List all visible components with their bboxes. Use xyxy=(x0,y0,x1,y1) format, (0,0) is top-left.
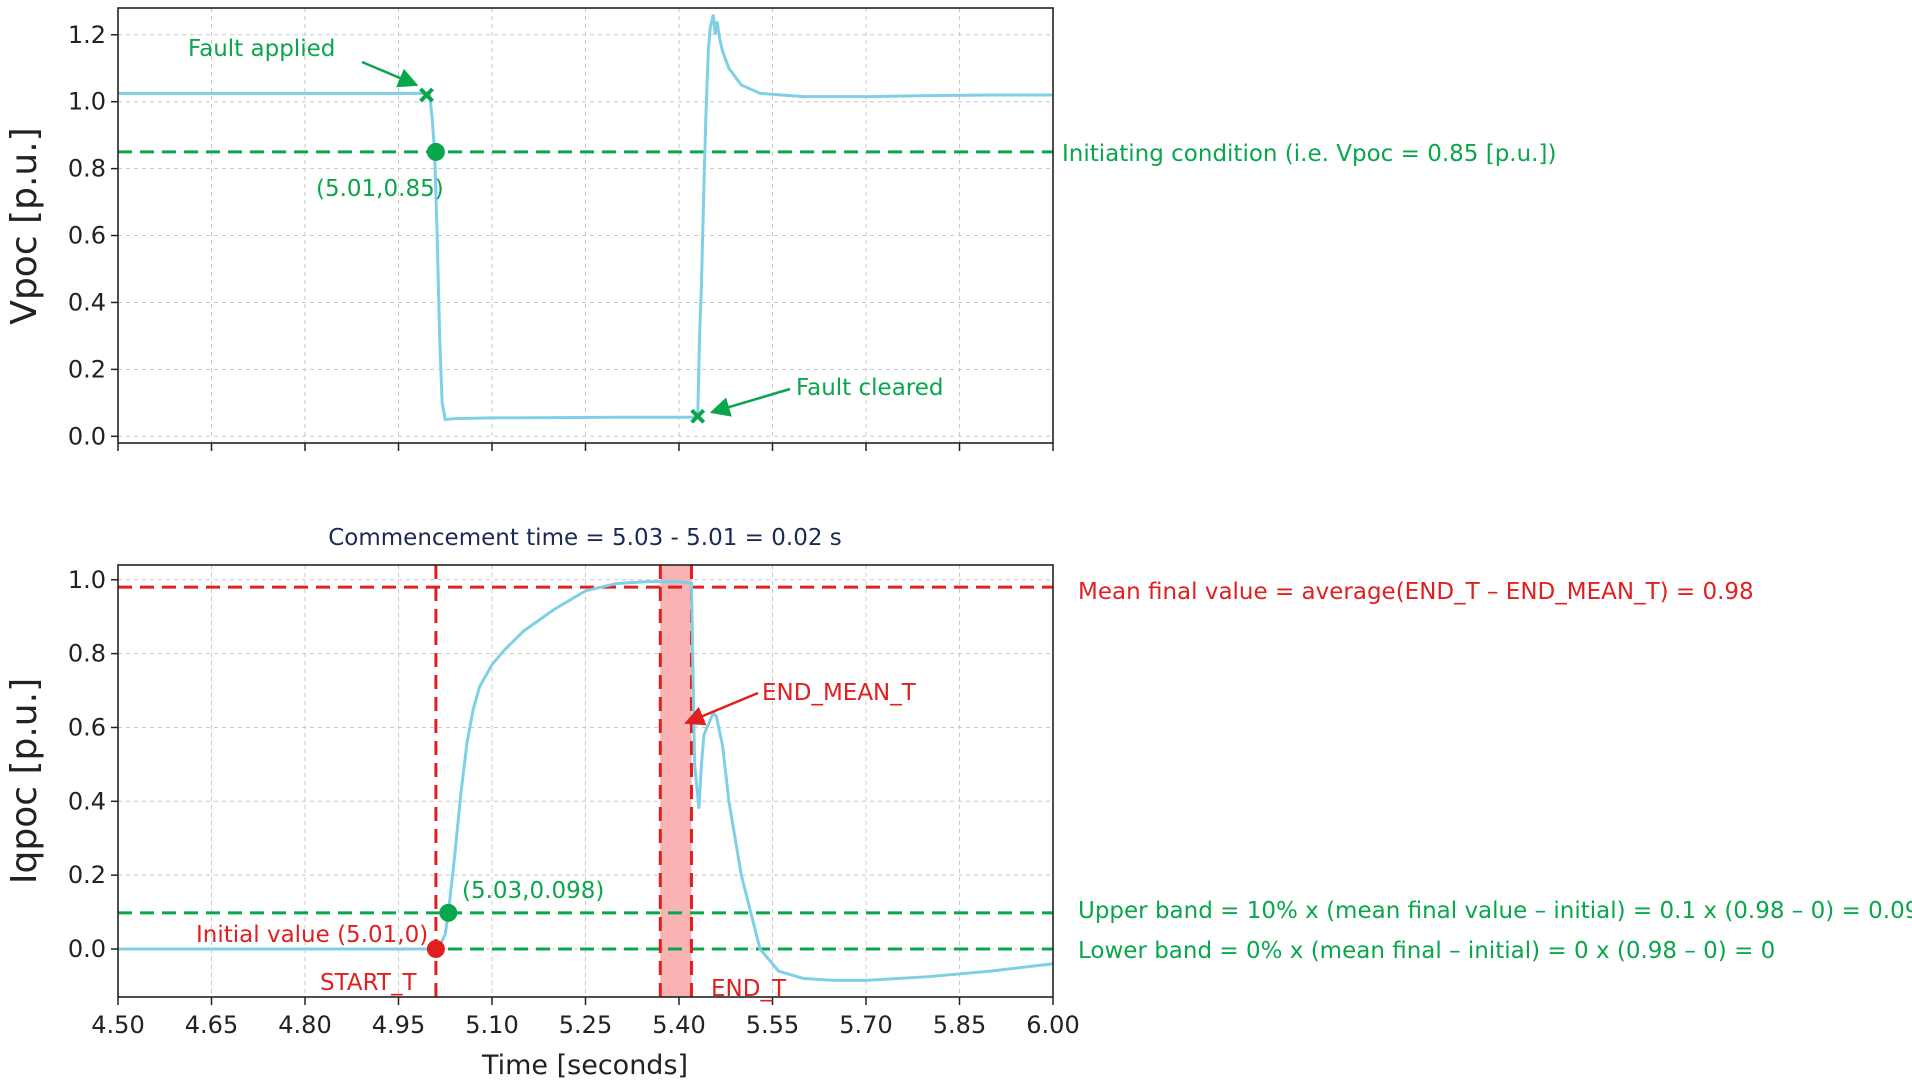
bottom-y-tick-label: 0.6 xyxy=(68,713,106,741)
top-y-tick-label: 0.6 xyxy=(68,222,106,250)
bottom-x-tick-label: 4.80 xyxy=(278,1011,331,1039)
bottom-x-tick-label: 5.70 xyxy=(839,1011,892,1039)
cross-stroke xyxy=(690,408,706,424)
mean-final-value-label: Mean final value = average(END_T – END_M… xyxy=(1078,579,1754,605)
bottom-y-tick-label: 0.2 xyxy=(68,861,106,889)
top-y-ticks: 0.0 0.2 0.4 0.6 0.8 1.0 1.2 xyxy=(68,21,118,450)
top-panel-frame xyxy=(117,7,1054,444)
top-y-tick-label: 1.0 xyxy=(68,88,106,116)
end-mean-t-arrow xyxy=(684,691,759,726)
top-y-tick-label: 0.4 xyxy=(68,288,106,316)
top-y-tick-label: 0.0 xyxy=(68,422,106,450)
bottom-x-tick-label: 5.10 xyxy=(465,1011,518,1039)
upper-band-label: Upper band = 10% x (mean final value – i… xyxy=(1078,898,1912,924)
bottom-chart-title: Commencement time = 5.03 - 5.01 = 0.02 s xyxy=(328,525,842,551)
top-panel: 0.0 0.2 0.4 0.6 0.8 1.0 1.2 Fault applied (5.0… xyxy=(4,7,1556,451)
bottom-x-tick-label: 5.25 xyxy=(559,1011,612,1039)
bottom-x-tick-label: 5.85 xyxy=(933,1011,986,1039)
bottom-x-tick-label: 4.50 xyxy=(91,1011,144,1039)
initial-value-label: Initial value (5.01,0) xyxy=(196,922,428,948)
lower-band-label: Lower band = 0% x (mean final – initial)… xyxy=(1078,938,1775,964)
initiating-condition-label: Initiating condition (i.e. Vpoc = 0.85 [… xyxy=(1062,141,1556,167)
cross-stroke xyxy=(419,87,434,103)
bottom-x-ticks: 4.50 4.65 4.80 4.95 5.10 5.25 5.40 5.55 5.70 5.85… xyxy=(91,997,1080,1039)
fault-cleared-marker xyxy=(690,408,706,424)
top-y-tick-label: 1.2 xyxy=(68,21,106,49)
bottom-x-tick-label: 5.55 xyxy=(746,1011,799,1039)
top-y-axis-label: Vpoc [p.u.] xyxy=(4,127,45,324)
top-y-tick-label: 0.8 xyxy=(68,155,106,183)
x-axis-label: Time [seconds] xyxy=(481,1050,688,1081)
end-t-label: END_T xyxy=(711,976,787,1002)
bottom-y-tick-label: 1.0 xyxy=(68,566,106,594)
bottom-x-tick-label: 6.00 xyxy=(1026,1011,1079,1039)
bottom-y-tick-label: 0.0 xyxy=(68,935,106,963)
fault-cleared-arrow xyxy=(709,387,791,417)
bottom-x-tick-label: 4.65 xyxy=(185,1011,238,1039)
fault-applied-label: Fault applied xyxy=(188,36,335,62)
initial-value-marker xyxy=(426,940,445,958)
bottom-y-tick-label: 0.8 xyxy=(68,640,106,668)
end-mean-window xyxy=(660,565,692,997)
fault-applied-arrow xyxy=(361,60,419,88)
bottom-y-tick-label: 0.4 xyxy=(68,787,106,815)
bottom-x-tick-label: 5.40 xyxy=(652,1011,705,1039)
upper-band-crossing-label: (5.03,0.098) xyxy=(462,878,604,904)
fault-applied-marker xyxy=(419,87,434,103)
initiating-point-marker xyxy=(426,142,445,161)
start-t-label: START_T xyxy=(320,970,417,996)
top-x-ticks xyxy=(117,443,1054,451)
bottom-y-axis-label: Iqpoc [p.u.] xyxy=(4,678,45,884)
top-y-tick-label: 0.2 xyxy=(68,355,106,383)
end-mean-t-label: END_MEAN_T xyxy=(762,680,917,706)
bottom-panel-frame xyxy=(117,564,1054,998)
bottom-y-ticks: 0.0 0.2 0.4 0.6 0.8 1.0 xyxy=(68,566,118,963)
bottom-iqpoc-line xyxy=(118,580,1054,982)
fault-cleared-label: Fault cleared xyxy=(796,375,944,401)
initiating-point-label: (5.01,0.85) xyxy=(316,176,444,202)
bottom-panel: Commencement time = 5.03 - 5.01 = 0.02 s… xyxy=(4,525,1912,1081)
bottom-x-tick-label: 4.95 xyxy=(372,1011,425,1039)
upper-band-crossing-marker xyxy=(439,903,458,922)
